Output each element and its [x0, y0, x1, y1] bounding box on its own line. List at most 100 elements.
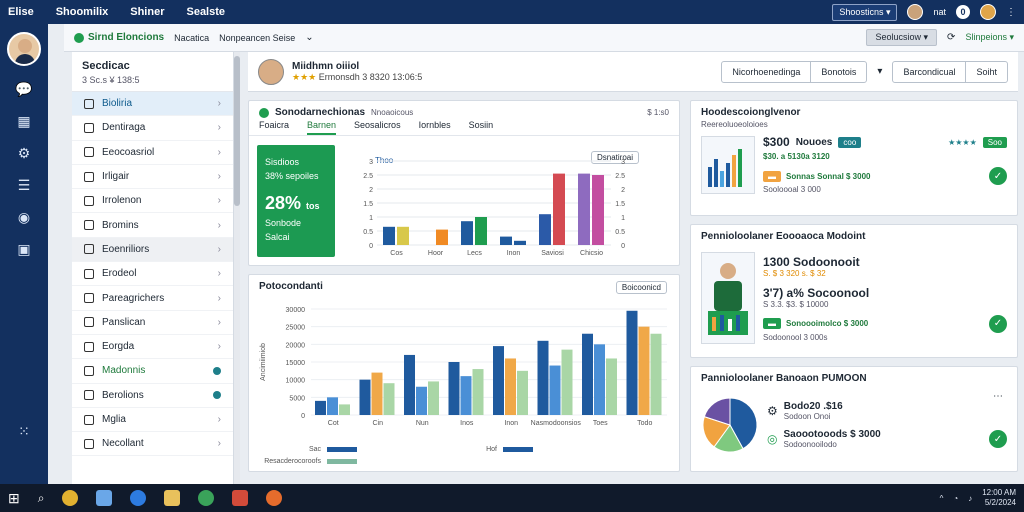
right-card-2-title: Pennioloolaner Eoooaoca Modoint: [701, 231, 866, 242]
right-card-1-row[interactable]: $300 Nouoes coo ★★★★ Soo $30. a 5130a 31…: [691, 131, 1017, 198]
tab-4[interactable]: Iornbles: [418, 120, 451, 130]
kpi-note: Sonbode: [265, 218, 302, 228]
sub-link[interactable]: Slinpeions ▾: [965, 32, 1014, 42]
view-select[interactable]: Seolucsiow ▾: [866, 29, 938, 46]
tab-3[interactable]: Seosalicros: [354, 120, 401, 130]
x-tick-label: Saviosi: [541, 250, 564, 257]
wifi-icon[interactable]: ◔: [953, 493, 959, 503]
chrome-icon[interactable]: [62, 490, 79, 506]
profile-btn-3[interactable]: Barcondicual: [893, 61, 967, 82]
y-tick-label-right: 0.5: [615, 229, 625, 236]
profile-btn-4[interactable]: Soiht: [976, 66, 997, 77]
bar: [327, 397, 338, 415]
document-icon[interactable]: ▣: [17, 240, 31, 257]
bar: [315, 400, 326, 415]
y-tick-label: 0: [369, 243, 373, 250]
chat-icon[interactable]: 💬: [15, 80, 33, 97]
profile-avatar[interactable]: [980, 4, 996, 20]
check-icon[interactable]: ✓: [989, 167, 1007, 185]
crumb-1[interactable]: Nacatica: [174, 32, 210, 43]
kpi-tile[interactable]: Sisdioos 38% sepoiles 28% tos Sonbode Sa…: [257, 145, 335, 257]
list-icon[interactable]: ☰: [17, 176, 31, 193]
refresh-icon[interactable]: ⟳: [947, 32, 956, 43]
app-green-icon[interactable]: [198, 490, 215, 506]
brand[interactable]: Sirnd Eloncions: [74, 32, 164, 43]
sidebar-item-1[interactable]: Bioliria ›: [72, 92, 233, 117]
sidebar-item-15[interactable]: Necollant ›: [72, 432, 233, 457]
nav-item-icon: [84, 341, 94, 352]
users-icon[interactable]: ⚙: [17, 144, 31, 161]
menu-item-3[interactable]: Shiner: [130, 6, 165, 18]
sidebar-item-11[interactable]: Eorgda ›: [72, 335, 233, 360]
sidebar-item-8[interactable]: Erodeol ›: [72, 262, 233, 287]
globe-icon[interactable]: ◉: [17, 208, 31, 225]
tab-5[interactable]: Sosiin: [468, 120, 494, 130]
sidebar-item-10[interactable]: Panslican ›: [72, 311, 233, 335]
bar: [475, 217, 487, 245]
check-icon[interactable]: ✓: [989, 430, 1007, 448]
right-card-3-row[interactable]: ⚙ Bodo20 .$16 Sodoon Onoi ◎ Saoootooods …: [691, 390, 1017, 460]
search-icon[interactable]: ⌕: [37, 490, 45, 505]
chevron-down-icon[interactable]: ▾: [877, 66, 883, 77]
menu-item-4[interactable]: Sealste: [186, 6, 226, 18]
sidebar-item-5[interactable]: Irrolenon ›: [72, 189, 233, 214]
check-icon[interactable]: ✓: [989, 314, 1007, 333]
app-red-icon[interactable]: [232, 490, 249, 506]
sidebar-item-2[interactable]: Dentiraga ›: [72, 116, 233, 141]
clock[interactable]: 12:00 AM 5/2/2024: [982, 488, 1016, 508]
right-card-2-row[interactable]: 1300 Sodoonooit S. $ 3 320 s. $ 32 3'7) …: [691, 248, 1017, 348]
sub-header-right: Seolucsiow ▾ ⟳ Slinpeions ▾: [866, 29, 1014, 46]
sidebar-item-13[interactable]: Berolions: [72, 384, 233, 408]
side-nav-scrollbar[interactable]: [234, 52, 240, 484]
sidebar-item-6[interactable]: Bromins ›: [72, 213, 233, 238]
kpi-value-num: 28%: [265, 193, 302, 213]
folder-icon[interactable]: [164, 490, 181, 506]
volume-icon[interactable]: ♪: [968, 493, 973, 503]
windows-start-icon[interactable]: ⊞: [8, 489, 20, 506]
tab-1[interactable]: Foaicra: [259, 120, 290, 130]
nav-item-icon: [84, 438, 94, 449]
chart-card-1: Sonodarnechionas Nnoaoicous $ 1:s0 Foaic…: [248, 100, 680, 266]
crumb-2[interactable]: Nonpeancen Seise: [219, 32, 296, 43]
menu-item-1[interactable]: Elise: [8, 6, 34, 18]
right-card-3-a: Bodo20 .$16: [783, 401, 843, 412]
profile-btn-2[interactable]: Bonotois: [821, 66, 857, 77]
sidebar-item-7[interactable]: Eoenriliors ›: [72, 237, 233, 263]
sidebar-item-12[interactable]: Madonnis: [72, 359, 233, 384]
chart-card-1-stats: $ 1:s0: [647, 108, 669, 117]
app-orange-icon[interactable]: [266, 490, 283, 506]
legend-label: Hof: [486, 446, 497, 453]
top-label: nat: [933, 7, 946, 17]
y-tick-label: 1.5: [363, 201, 373, 208]
sidebar-item-4[interactable]: Irligair ›: [72, 165, 233, 190]
sidebar-item-14[interactable]: Mglia ›: [72, 408, 233, 433]
left-rail: 💬 ▦ ⚙ ☰ ◉ ▣ ⁙: [0, 24, 48, 484]
files-icon[interactable]: [96, 490, 113, 506]
sidebar-item-3[interactable]: Eeocoasriol ›: [72, 141, 233, 165]
apps-icon[interactable]: ⁙: [18, 422, 30, 439]
right-card-1-line3: ▬ Sonnas Sonnal $ 3000 ✓: [763, 167, 1007, 185]
sidebar-item-9[interactable]: Pareagrichers ›: [72, 286, 233, 311]
chevron-up-icon[interactable]: ^: [939, 493, 944, 503]
notification-icon[interactable]: 0: [956, 5, 970, 19]
top-dropdown[interactable]: Shoosticns ▾: [832, 3, 898, 21]
menu-item-2[interactable]: Shoomilix: [55, 6, 109, 18]
chevron-down-icon[interactable]: ⌄: [305, 32, 314, 43]
overflow-icon[interactable]: ⋯: [993, 391, 1003, 402]
tab-2[interactable]: Barnen: [307, 120, 337, 135]
user-avatar[interactable]: [907, 4, 924, 20]
right-card-2-line-a-sub: S. $ 3 320 s. $ 32: [763, 268, 826, 278]
chevron-right-icon: ›: [217, 98, 221, 110]
chart2-filter[interactable]: Boicoonicd: [615, 281, 667, 294]
profile-btn-1[interactable]: Nicorhoenedinga: [722, 61, 812, 82]
nav-item-icon: [84, 244, 94, 255]
rail-avatar[interactable]: [7, 32, 41, 66]
browser-icon[interactable]: [130, 490, 147, 506]
chart-card-1-title: Sonodarnechionas: [275, 107, 366, 118]
profile-meta: ★★★ Ermonsdh 3 8320 13:06:5: [292, 72, 422, 83]
kpi-unit: tos: [306, 201, 320, 211]
overflow-icon[interactable]: ⋮: [1006, 6, 1016, 18]
scroll-thumb[interactable]: [234, 56, 240, 206]
sub-header: Sirnd Eloncions Nacatica Nonpeancen Seis…: [64, 24, 1024, 52]
grid-icon[interactable]: ▦: [17, 112, 31, 129]
